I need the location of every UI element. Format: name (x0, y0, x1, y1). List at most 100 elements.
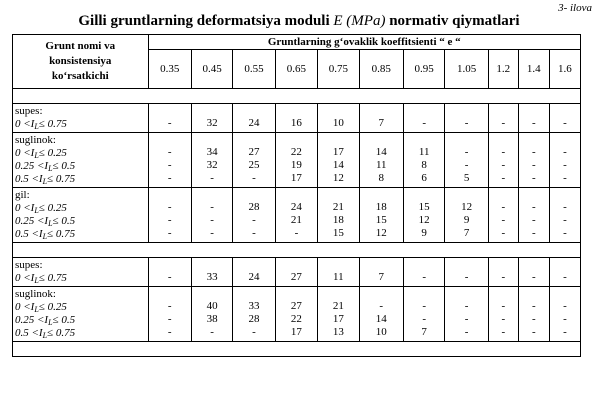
row-label-line: konsistensiya (49, 55, 112, 67)
modulus-value: - (167, 172, 172, 184)
consistency-range: 0 <IL≤ 0.75 (15, 272, 148, 285)
soil-group-row: suglinok: 0 <IL≤ 0.25 0.25 <IL≤ 0.5 0.5 <IL… (12, 286, 582, 342)
consistency-subscript: L (48, 164, 53, 173)
modulus-value: 7 (378, 271, 384, 283)
modulus-value: - (501, 117, 506, 129)
modulus-value: 12 (461, 201, 473, 213)
porosity-column-header: 0.45 (190, 49, 234, 89)
spacer-row (12, 242, 581, 258)
consistency-subscript: L (42, 177, 48, 186)
modulus-value: - (563, 172, 567, 184)
consistency-prefix: 0.5 <I (15, 327, 43, 339)
modulus-cell: - (517, 103, 550, 133)
consistency-suffix: ≤ 0.75 (38, 118, 67, 130)
document-title: Gilli gruntlarning deformatsiya moduli E… (0, 13, 598, 30)
modulus-cell: 34 32- (190, 132, 234, 188)
consistency-suffix: ≤ 0.5 (52, 215, 76, 227)
soil-type-name: gil: (15, 189, 30, 201)
deformation-modulus-table: Grunt nomi va konsistensiya ko‘rsatkichi… (12, 34, 582, 357)
modulus-value: - (563, 146, 567, 158)
modulus-value: - (167, 146, 172, 158)
modulus-value: 33 (248, 300, 260, 312)
appendix-label: 3- ilova (558, 2, 592, 14)
modulus-value: 22 (290, 146, 302, 158)
modulus-cell: --5 (444, 132, 489, 188)
modulus-value: - (422, 313, 426, 325)
porosity-column-header: 1.4 (517, 49, 550, 89)
spacer-row (12, 88, 581, 104)
title-unit: E (MPa) (333, 13, 386, 29)
modulus-value: 22 (290, 313, 302, 325)
consistency-prefix: 0 <I (15, 202, 35, 214)
modulus-value: - (210, 172, 214, 184)
modulus-value: - (563, 201, 567, 213)
modulus-cell: 33 28- (232, 286, 276, 342)
consistency-suffix: ≤ 0.75 (47, 327, 76, 339)
modulus-value: - (531, 201, 536, 213)
soil-type-cell: suglinok: 0 <IL≤ 0.25 0.25 <IL≤ 0.5 0.5 <IL… (12, 132, 149, 188)
modulus-value: - (501, 313, 506, 325)
modulus-value: 8 (378, 172, 384, 184)
row-label-header: Grunt nomi va konsistensiya ko‘rsatkichi (12, 34, 149, 89)
modulus-cell: 15 12 9 (402, 187, 446, 243)
consistency-subscript: L (42, 232, 48, 241)
porosity-column-header: 1.2 (487, 49, 519, 89)
modulus-cell: 28- - (232, 187, 276, 243)
modulus-cell: --- (487, 132, 519, 188)
modulus-value: 17 (290, 326, 302, 338)
modulus-value: 7 (378, 117, 384, 129)
modulus-value: - (563, 227, 567, 239)
modulus-value: - (563, 214, 567, 226)
modulus-value: - (167, 159, 172, 171)
modulus-cell: -14 10 (358, 286, 404, 342)
modulus-value: 10 (332, 117, 344, 129)
row-label-line: ko‘rsatkichi (51, 70, 109, 82)
modulus-value: 32 (206, 159, 218, 171)
consistency-subscript: L (34, 305, 39, 314)
consistency-suffix: ≤ 0.75 (47, 173, 76, 185)
modulus-cell: --- (487, 187, 519, 243)
modulus-value: 21 (332, 300, 344, 312)
modulus-cell: --- (147, 187, 192, 243)
modulus-value: 11 (418, 146, 430, 158)
consistency-subscript: L (48, 318, 53, 327)
modulus-cell: 21 17 13 (317, 286, 360, 342)
modulus-value: - (167, 313, 172, 325)
modulus-value: - (563, 313, 567, 325)
consistency-subscript: L (34, 276, 39, 285)
modulus-value: 5 (463, 172, 470, 184)
porosity-column-header: 0.35 (147, 49, 192, 89)
modulus-value: - (422, 300, 426, 312)
consistency-prefix: 0.25 <I (15, 314, 49, 326)
modulus-value: 11 (375, 159, 387, 171)
modulus-cell: - (444, 257, 489, 287)
modulus-value: 17 (332, 313, 344, 325)
modulus-value: - (464, 300, 469, 312)
modulus-cell: --- (548, 286, 582, 342)
modulus-value: - (563, 159, 567, 171)
modulus-value: - (501, 172, 506, 184)
modulus-value: - (464, 326, 469, 338)
consistency-suffix: ≤ 0.5 (52, 160, 76, 172)
modulus-cell: 18 15 12 (358, 187, 404, 243)
modulus-cell: 11 (317, 257, 360, 287)
modulus-value: - (252, 214, 256, 226)
soil-group-row: supes: 0 <IL≤ 0.75 - 33 24 27 11 7 - - - - - (12, 257, 582, 287)
modulus-cell: - (444, 103, 489, 133)
modulus-value: 7 (421, 326, 427, 338)
modulus-cell: --- (548, 187, 582, 243)
modulus-value: 18 (332, 214, 344, 226)
soil-type-cell: supes: 0 <IL≤ 0.75 (12, 103, 149, 133)
modulus-cell: --7 (402, 286, 446, 342)
modulus-value: - (501, 300, 506, 312)
row-label-line: Grunt nomi va (45, 40, 116, 52)
modulus-cell: 40 38- (190, 286, 234, 342)
soil-type-name: suglinok: (15, 134, 56, 146)
modulus-cell: - (548, 257, 582, 287)
soil-type-name: supes: (15, 105, 43, 117)
modulus-cell: - (487, 257, 519, 287)
consistency-prefix: 0 <I (15, 272, 35, 284)
modulus-cell: --- (517, 132, 550, 188)
modulus-cell: 32 (190, 103, 234, 133)
modulus-value: 14 (375, 313, 387, 325)
